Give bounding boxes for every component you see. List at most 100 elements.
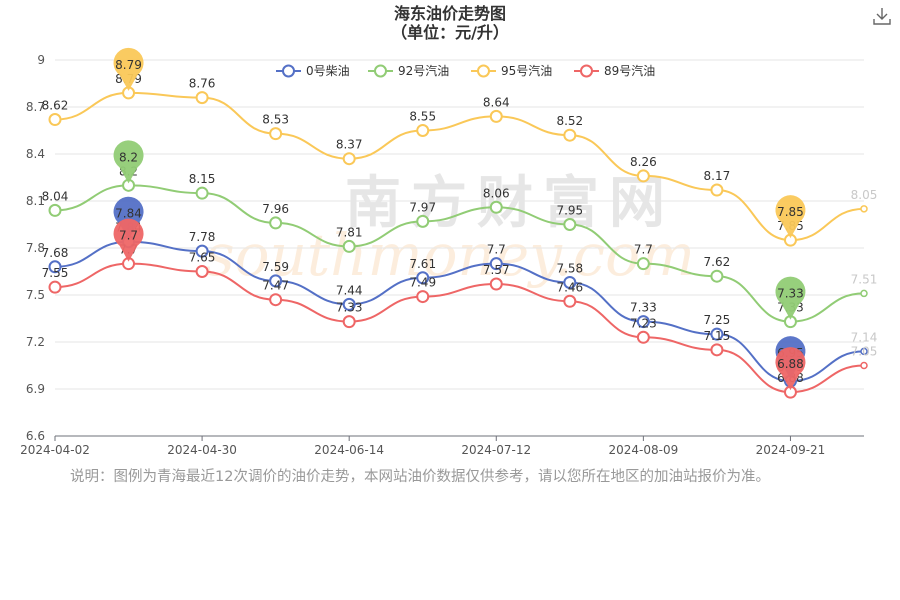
data-label: 8.06 <box>483 186 510 200</box>
data-point <box>563 128 577 142</box>
data-label: 7.95 <box>556 204 583 218</box>
data-point <box>48 113 62 127</box>
data-point <box>489 200 503 214</box>
data-label: 7.05 <box>851 345 878 359</box>
data-point <box>269 293 283 307</box>
data-label: 8.53 <box>262 113 289 127</box>
max-pin-label: 8.2 <box>119 150 138 164</box>
min-pin: 6.88 <box>775 347 806 391</box>
chart-note: 说明：图例为青海最近12次调价的油价走势，本网站油价数据仅供参考，请以您所在地区… <box>70 469 770 485</box>
data-point <box>416 214 430 228</box>
series <box>48 86 868 399</box>
data-point <box>563 218 577 231</box>
data-label: 8.05 <box>851 188 878 202</box>
data-point <box>636 169 650 183</box>
x-tick-label: 2024-06-14 <box>314 443 384 457</box>
data-point <box>710 343 724 357</box>
data-label: 8.37 <box>336 138 363 152</box>
max-pin-label: 7.84 <box>115 207 142 221</box>
min-pin-label: 6.88 <box>777 357 804 371</box>
series-92号汽油 <box>48 178 868 329</box>
data-label: 7.96 <box>262 202 289 216</box>
chart-title: 海东油价走势图 （单位：元/升） <box>0 4 900 42</box>
legend-label: 95号汽油 <box>501 63 552 78</box>
data-point <box>342 315 356 329</box>
x-tick-label: 2024-07-12 <box>461 443 531 457</box>
legend-item-95号汽油[interactable]: 95号汽油 <box>471 63 552 78</box>
legend-marker <box>477 64 490 78</box>
data-point <box>710 327 724 341</box>
max-pin: 8.79 <box>113 47 144 91</box>
legend-label: 92号汽油 <box>398 63 449 78</box>
watermark-cn: 南方财富网 <box>345 171 675 236</box>
min-pin-shape <box>775 347 806 391</box>
data-label: 7.68 <box>42 246 69 260</box>
data-point <box>710 183 724 197</box>
data-label: 7.14 <box>851 330 878 344</box>
data-point <box>489 109 503 123</box>
data-point <box>636 315 650 329</box>
data-label: 7.47 <box>262 279 289 293</box>
data-label: 7.57 <box>483 263 510 277</box>
data-point <box>48 203 62 217</box>
y-tick-label: 8.4 <box>26 147 45 161</box>
max-pin-shape <box>113 196 144 240</box>
data-label: 7.78 <box>189 230 216 244</box>
data-label: 7.15 <box>704 329 731 343</box>
grid <box>55 59 864 390</box>
y-tick-label: 9 <box>37 53 45 67</box>
data-point <box>636 257 650 271</box>
data-label: 7.44 <box>336 283 363 297</box>
data-label: 7.62 <box>704 255 731 269</box>
data-point <box>48 280 62 294</box>
data-point <box>269 274 283 288</box>
legend-item-0号柴油[interactable]: 0号柴油 <box>276 64 350 78</box>
data-label: 7.59 <box>262 260 289 274</box>
min-pin-shape <box>775 276 806 320</box>
max-pin-shape <box>113 47 144 91</box>
watermark: 南方财富网 southmoney.com <box>205 171 695 289</box>
data-label: 8.52 <box>556 114 583 128</box>
y-tick-label: 6.9 <box>26 382 45 396</box>
max-pin-shape <box>113 140 144 184</box>
legend[interactable]: 0号柴油 92号汽油 95号汽油 89号汽油 <box>276 63 655 78</box>
download-icon[interactable] <box>872 6 892 26</box>
data-label: 7.7 <box>634 243 653 257</box>
y-tick-label: 8.1 <box>26 194 45 208</box>
y-tick-label: 8.7 <box>26 100 45 114</box>
max-pin-label: 7.7 <box>119 229 138 243</box>
data-point <box>342 152 356 166</box>
watermark-en: southmoney.com <box>205 221 695 289</box>
legend-marker <box>374 64 387 78</box>
data-point <box>489 277 503 291</box>
data-label: 7.51 <box>851 272 878 286</box>
y-tick-label: 6.6 <box>26 429 45 443</box>
data-label: 7.33 <box>336 301 363 315</box>
legend-item-92号汽油[interactable]: 92号汽油 <box>368 63 449 78</box>
data-point <box>416 271 430 285</box>
data-label: 8.15 <box>189 172 216 186</box>
data-label: 7.65 <box>189 251 216 265</box>
legend-label: 0号柴油 <box>306 64 350 78</box>
max-pin: 7.84 <box>113 196 144 240</box>
data-label: 7.55 <box>42 266 69 280</box>
data-point <box>195 265 209 278</box>
data-point <box>563 275 577 289</box>
data-point <box>269 216 283 230</box>
data-label: 8.76 <box>189 77 216 91</box>
legend-item-89号汽油[interactable]: 89号汽油 <box>574 63 655 78</box>
data-label: 8.64 <box>483 95 510 109</box>
data-point <box>195 244 209 258</box>
data-point <box>636 330 650 344</box>
data-point <box>416 124 430 137</box>
data-label: 7.61 <box>409 257 436 271</box>
line-chart: 南方财富网 southmoney.com 6.66.97.27.57.88.18… <box>20 47 878 457</box>
data-label: 8.26 <box>630 155 657 169</box>
data-point <box>342 297 356 311</box>
data-label: 7.81 <box>336 225 363 239</box>
series-95号汽油 <box>48 86 868 247</box>
data-point <box>860 205 868 213</box>
max-pin-label: 8.79 <box>115 58 142 72</box>
data-point <box>489 257 503 271</box>
max-pin: 8.2 <box>113 140 144 184</box>
